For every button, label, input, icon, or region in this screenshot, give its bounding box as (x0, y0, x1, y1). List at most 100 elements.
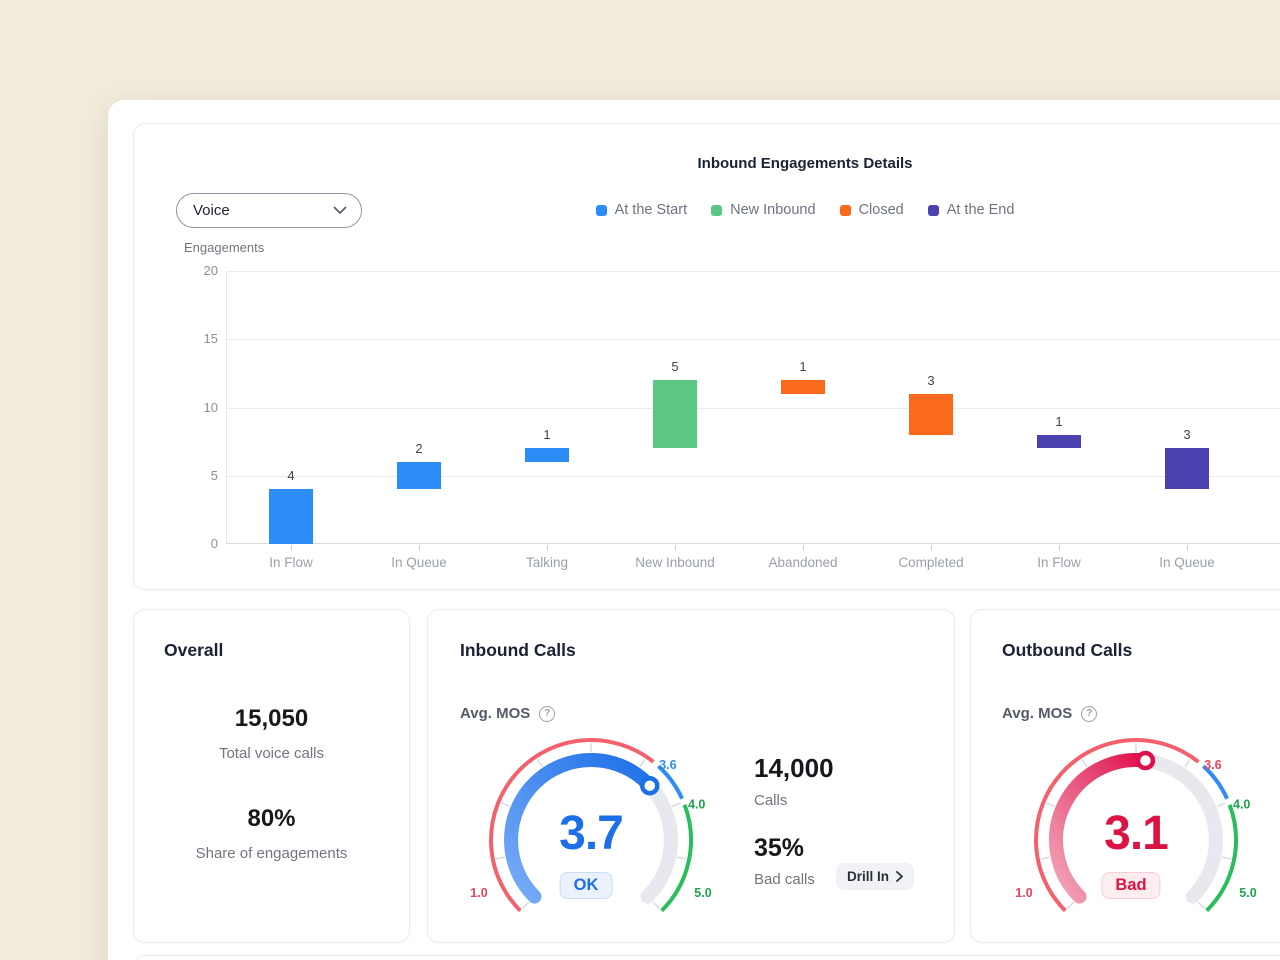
gauge-tick (1081, 758, 1088, 768)
x-tick-label: In Flow (269, 555, 313, 570)
channel-select[interactable]: Voice (176, 193, 362, 228)
chevron-down-icon (333, 206, 347, 215)
grid-line (227, 407, 1280, 409)
bar-value-label: 3 (1183, 427, 1191, 443)
x-axis-tick (419, 545, 420, 550)
y-tick-label: 15 (203, 331, 218, 347)
gauge-band (489, 738, 655, 913)
bar-value-label: 1 (1055, 413, 1063, 429)
drill-in-label: Drill In (847, 869, 890, 884)
bar-value-label: 1 (799, 359, 807, 375)
y-axis-unit-label: Engagements (184, 240, 265, 255)
engagements-chart-card: Inbound Engagements Details Voice At the… (133, 123, 1280, 590)
legend-swatch (839, 204, 851, 216)
gauge-scale-label: 1.0 (470, 886, 487, 900)
legend-label: Closed (858, 202, 904, 218)
bar-in-queue[interactable] (1165, 448, 1209, 490)
bar-value-label: 4 (287, 468, 295, 484)
x-tick-label: In Queue (1159, 555, 1215, 570)
outbound-mos-value: 3.1 (1104, 807, 1169, 860)
x-axis-tick (931, 545, 932, 550)
gauge-band (660, 804, 693, 913)
legend-label: At the Start (614, 202, 688, 218)
bar-in-queue[interactable] (397, 462, 441, 490)
gauge-progress (504, 753, 657, 904)
bar-new-inbound[interactable] (653, 380, 697, 449)
x-tick-label: In Queue (391, 555, 447, 570)
legend-swatch (927, 204, 939, 216)
share-of-engagements-value: 80% (247, 805, 296, 832)
gauge-scale-label: 5.0 (694, 886, 711, 900)
gauge-band (1205, 804, 1238, 913)
gauge-arc-outbound: 1.0 3.6 4.0 5.0 (1015, 738, 1257, 913)
legend-swatch (595, 204, 607, 216)
legend-swatch (711, 204, 723, 216)
gauge-arc-inbound: 1.0 3.6 4.0 5.0 (470, 738, 712, 913)
inbound-avg-mos-row: Avg. MOS ? (460, 705, 556, 722)
gauge-tick (1184, 758, 1191, 768)
bar-chart-plot-area: 0 5 10 15 20 4 In Flow 2 In Queue 1 Talking 5 New In… (204, 263, 1280, 570)
gauge-knob (1135, 750, 1156, 771)
bar-in-flow[interactable] (1037, 434, 1081, 449)
x-axis-tick (1187, 545, 1188, 550)
outbound-avg-mos-row: Avg. MOS ? (1002, 705, 1098, 722)
avg-mos-label: Avg. MOS (460, 705, 531, 722)
grid-line (227, 475, 1280, 477)
grid-line (227, 271, 1280, 272)
y-tick-label: 0 (210, 536, 218, 551)
gauge-tick (1197, 901, 1206, 910)
channel-select-value: Voice (193, 202, 230, 219)
next-row-card-partial (133, 955, 1280, 960)
legend-item-at-the-start[interactable]: At the Start (595, 202, 688, 218)
y-tick-label: 5 (210, 467, 218, 483)
gauge-tick (521, 901, 530, 910)
bar-value-label: 1 (543, 427, 551, 443)
legend-item-at-the-end[interactable]: At the End (927, 202, 1015, 218)
bar-value-label: 2 (415, 441, 423, 457)
gauge-tick (1217, 802, 1226, 807)
total-voice-calls-label: Total voice calls (218, 745, 325, 762)
bar-abandoned[interactable] (781, 380, 825, 394)
x-axis-tick (547, 545, 548, 550)
legend-item-closed[interactable]: Closed (839, 202, 904, 218)
y-tick-label: 10 (203, 399, 218, 415)
y-tick-label: 20 (203, 263, 218, 278)
gauge-scale-label: 3.6 (659, 758, 676, 772)
inbound-calls-count-label: Calls (754, 792, 788, 809)
gauge-band (1034, 738, 1200, 913)
share-of-engagements-label: Share of engagements (195, 845, 348, 862)
gauge-scale-label: 4.0 (1233, 798, 1250, 812)
legend-label: New Inbound (730, 202, 816, 218)
gauge-scale-label: 4.0 (688, 798, 705, 812)
inbound-calls-count: 14,000 (754, 753, 834, 783)
inbound-calls-card: Inbound Calls Avg. MOS ? 1.0 3.6 4.0 5.0 3.… (427, 609, 955, 943)
gauge-tick (495, 856, 505, 860)
legend-item-new-inbound[interactable]: New Inbound (711, 202, 816, 218)
outbound-calls-card: Outbound Calls Avg. MOS ? 1.0 3.6 4.0 5.0 3… (970, 609, 1280, 943)
inbound-mos-value: 3.7 (559, 807, 624, 860)
drill-in-button[interactable]: Drill In (836, 863, 915, 890)
chart-legend: At the Start New Inbound Closed At the End (134, 198, 1280, 222)
grid-line (227, 339, 1280, 341)
bar-completed[interactable] (909, 393, 953, 435)
legend-label: At the End (946, 202, 1015, 218)
gauge-tick (639, 758, 646, 768)
x-tick-label: Abandoned (768, 555, 838, 570)
bar-talking[interactable] (525, 448, 569, 463)
gauge-tick (672, 802, 681, 807)
help-icon[interactable]: ? (539, 705, 556, 722)
help-icon[interactable]: ? (1081, 705, 1098, 722)
gauge-tick (1046, 802, 1055, 807)
outbound-mos-gauge: 1.0 3.6 4.0 5.0 3.1 Bad (996, 732, 1266, 917)
overall-card-title: Overall (164, 640, 224, 660)
dashboard-window: Inbound Engagements Details Voice At the… (108, 100, 1280, 960)
inbound-mos-status-badge: OK (559, 872, 613, 899)
outbound-mos-status-badge: Bad (1101, 872, 1161, 899)
chevron-right-icon (896, 871, 903, 882)
inbound-card-title: Inbound Calls (460, 640, 576, 660)
gauge-tick (1066, 901, 1075, 910)
bar-in-flow[interactable] (269, 489, 313, 544)
gauge-progress (1049, 753, 1153, 904)
gauge-scale-label: 3.6 (1204, 758, 1221, 772)
bad-calls-percent: 35% (754, 834, 805, 862)
